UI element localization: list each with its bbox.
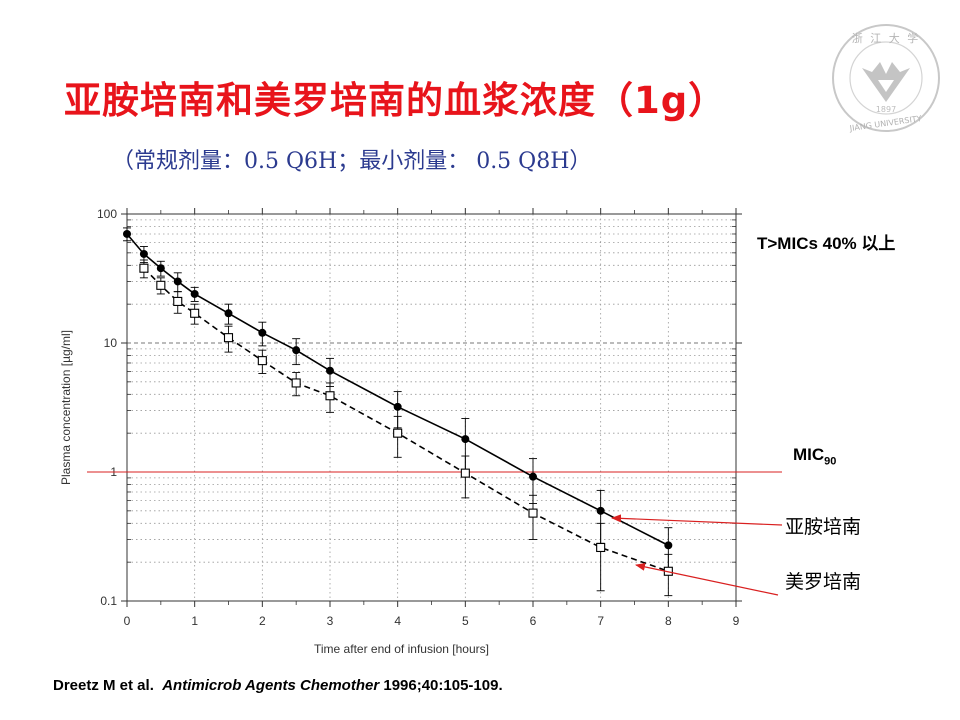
- x-tick-label: 1: [191, 614, 198, 628]
- chart-grid: [127, 213, 736, 602]
- x-tick-label: 9: [733, 614, 740, 628]
- mic90-label-sub: 90: [824, 455, 837, 468]
- logo-chinese-text: 浙 江 大 学: [852, 31, 921, 45]
- imipenem-point: [292, 346, 301, 355]
- meropenem-point: [460, 468, 470, 478]
- meropenem-point: [173, 296, 183, 306]
- x-tick-label: 3: [327, 614, 334, 628]
- y-tick-label: 0.1: [100, 594, 117, 608]
- imipenem-point: [156, 264, 165, 273]
- meropenem-point: [325, 391, 335, 401]
- imipenem-point: [596, 506, 605, 515]
- meropenem-line: [143, 267, 669, 573]
- slide-subtitle: （常规剂量：0.5 Q6H；最小剂量： 0.5 Q8H）: [112, 149, 592, 174]
- series-layer: [123, 227, 673, 597]
- y-tick-label: 100: [97, 207, 117, 221]
- imipenem-series: [123, 227, 673, 572]
- mic90-label-main: MIC: [793, 445, 825, 464]
- logo-year: 1897: [876, 105, 896, 114]
- meropenem-label: 美罗培南: [785, 571, 862, 593]
- x-tick-label: 4: [394, 614, 401, 628]
- imipenem-point: [664, 541, 673, 550]
- meropenem-point: [596, 542, 606, 553]
- meropenem-point: [257, 356, 267, 366]
- imipenem-point: [190, 289, 199, 298]
- x-tick-label: 8: [665, 614, 672, 628]
- meropenem-point: [190, 308, 200, 318]
- x-tick-label: 7: [597, 614, 604, 628]
- meropenem-point: [223, 333, 234, 343]
- meropenem-point: [393, 428, 403, 438]
- meropenem-point: [528, 508, 538, 518]
- y-axis-label: Plasma concentration [µg/ml]: [59, 330, 73, 485]
- citation-journal: Antimicrob Agents Chemother: [162, 677, 380, 694]
- meropenem-series: [139, 259, 673, 597]
- meropenem-point: [139, 263, 149, 273]
- x-axis-label: Time after end of infusion [hours]: [314, 642, 489, 656]
- t-mic-note: T>MICs 40% 以上: [757, 234, 896, 253]
- citation-authors: Dreetz M et al.: [53, 677, 154, 694]
- university-logo: 浙 江 大 学 1897 JIANG UNIVERSITY: [832, 24, 940, 133]
- imipenem-point: [139, 249, 148, 258]
- imipenem-arrow: [611, 514, 783, 526]
- imipenem-point: [224, 309, 233, 318]
- meropenem-point: [156, 280, 166, 290]
- mic90-label: MIC90: [793, 445, 836, 467]
- citation: Dreetz M et al. Antimicrob Agents Chemot…: [53, 677, 503, 694]
- x-tick-label: 0: [124, 614, 131, 628]
- y-tick-label: 10: [104, 336, 118, 350]
- imipenem-point: [123, 229, 131, 238]
- imipenem-point: [173, 277, 182, 286]
- x-tick-label: 5: [462, 614, 469, 628]
- slide-title: 亚胺培南和美罗培南的血浆浓度（1g）: [64, 79, 727, 122]
- imipenem-point: [529, 472, 537, 481]
- imipenem-point: [326, 366, 334, 375]
- x-tick-label: 6: [530, 614, 537, 628]
- citation-ref: 1996;40:105-109.: [379, 677, 503, 694]
- imipenem-point: [393, 402, 402, 411]
- imipenem-point: [258, 328, 267, 337]
- plot-frame: [126, 213, 737, 602]
- x-tick-label: 2: [259, 614, 266, 628]
- imipenem-label: 亚胺培南: [785, 516, 862, 538]
- imipenem-point: [461, 435, 470, 444]
- meropenem-arrow: [635, 562, 779, 596]
- meropenem-point: [291, 378, 301, 388]
